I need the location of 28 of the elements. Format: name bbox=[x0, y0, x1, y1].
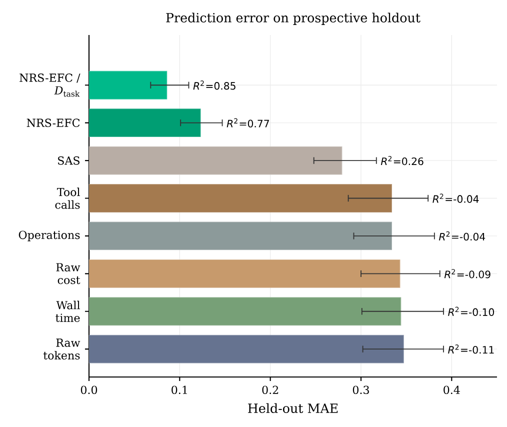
bar bbox=[89, 222, 392, 250]
x-tick-label: 0.3 bbox=[352, 386, 369, 394]
y-tick-label: SAS bbox=[58, 156, 80, 165]
bar bbox=[89, 297, 402, 326]
y-tick-label: Operations bbox=[18, 230, 80, 242]
x-tick-label: 0.2 bbox=[262, 386, 278, 394]
bar bbox=[89, 146, 342, 175]
annotation: R$^{2}$=0.26 bbox=[380, 156, 424, 166]
annotation: R$^{2}$=-0.11 bbox=[448, 344, 494, 354]
annotation: R$^{2}$=0.85 bbox=[193, 80, 236, 90]
y-tick-label: Wall time bbox=[56, 300, 80, 322]
bar bbox=[89, 184, 392, 212]
y-tick-label: NRS-EFC / D$_{task}$ bbox=[20, 74, 80, 97]
annotation: R$^{2}$=-0.04 bbox=[432, 194, 479, 203]
chart-title: Prediction error on prospective holdout bbox=[166, 12, 420, 25]
y-tick-label: Raw cost bbox=[56, 263, 80, 284]
x-tick-label: 0.4 bbox=[444, 386, 460, 394]
x-axis-title: Held-out MAE bbox=[248, 403, 338, 414]
y-tick-label: Tool calls bbox=[55, 188, 80, 209]
x-tick-label: 0.0 bbox=[80, 386, 98, 394]
annotation: R$^{2}$=-0.10 bbox=[448, 306, 494, 316]
y-tick-label: NRS-EFC bbox=[26, 118, 80, 128]
annotation: R$^{2}$=0.77 bbox=[226, 118, 269, 128]
bar bbox=[89, 334, 404, 364]
y-tick-label: Raw tokens bbox=[43, 338, 80, 360]
annotation: R$^{2}$=-0.04 bbox=[438, 231, 486, 241]
x-tick-label: 0.1 bbox=[172, 386, 187, 394]
annotation: R$^{2}$=-0.09 bbox=[444, 269, 490, 278]
